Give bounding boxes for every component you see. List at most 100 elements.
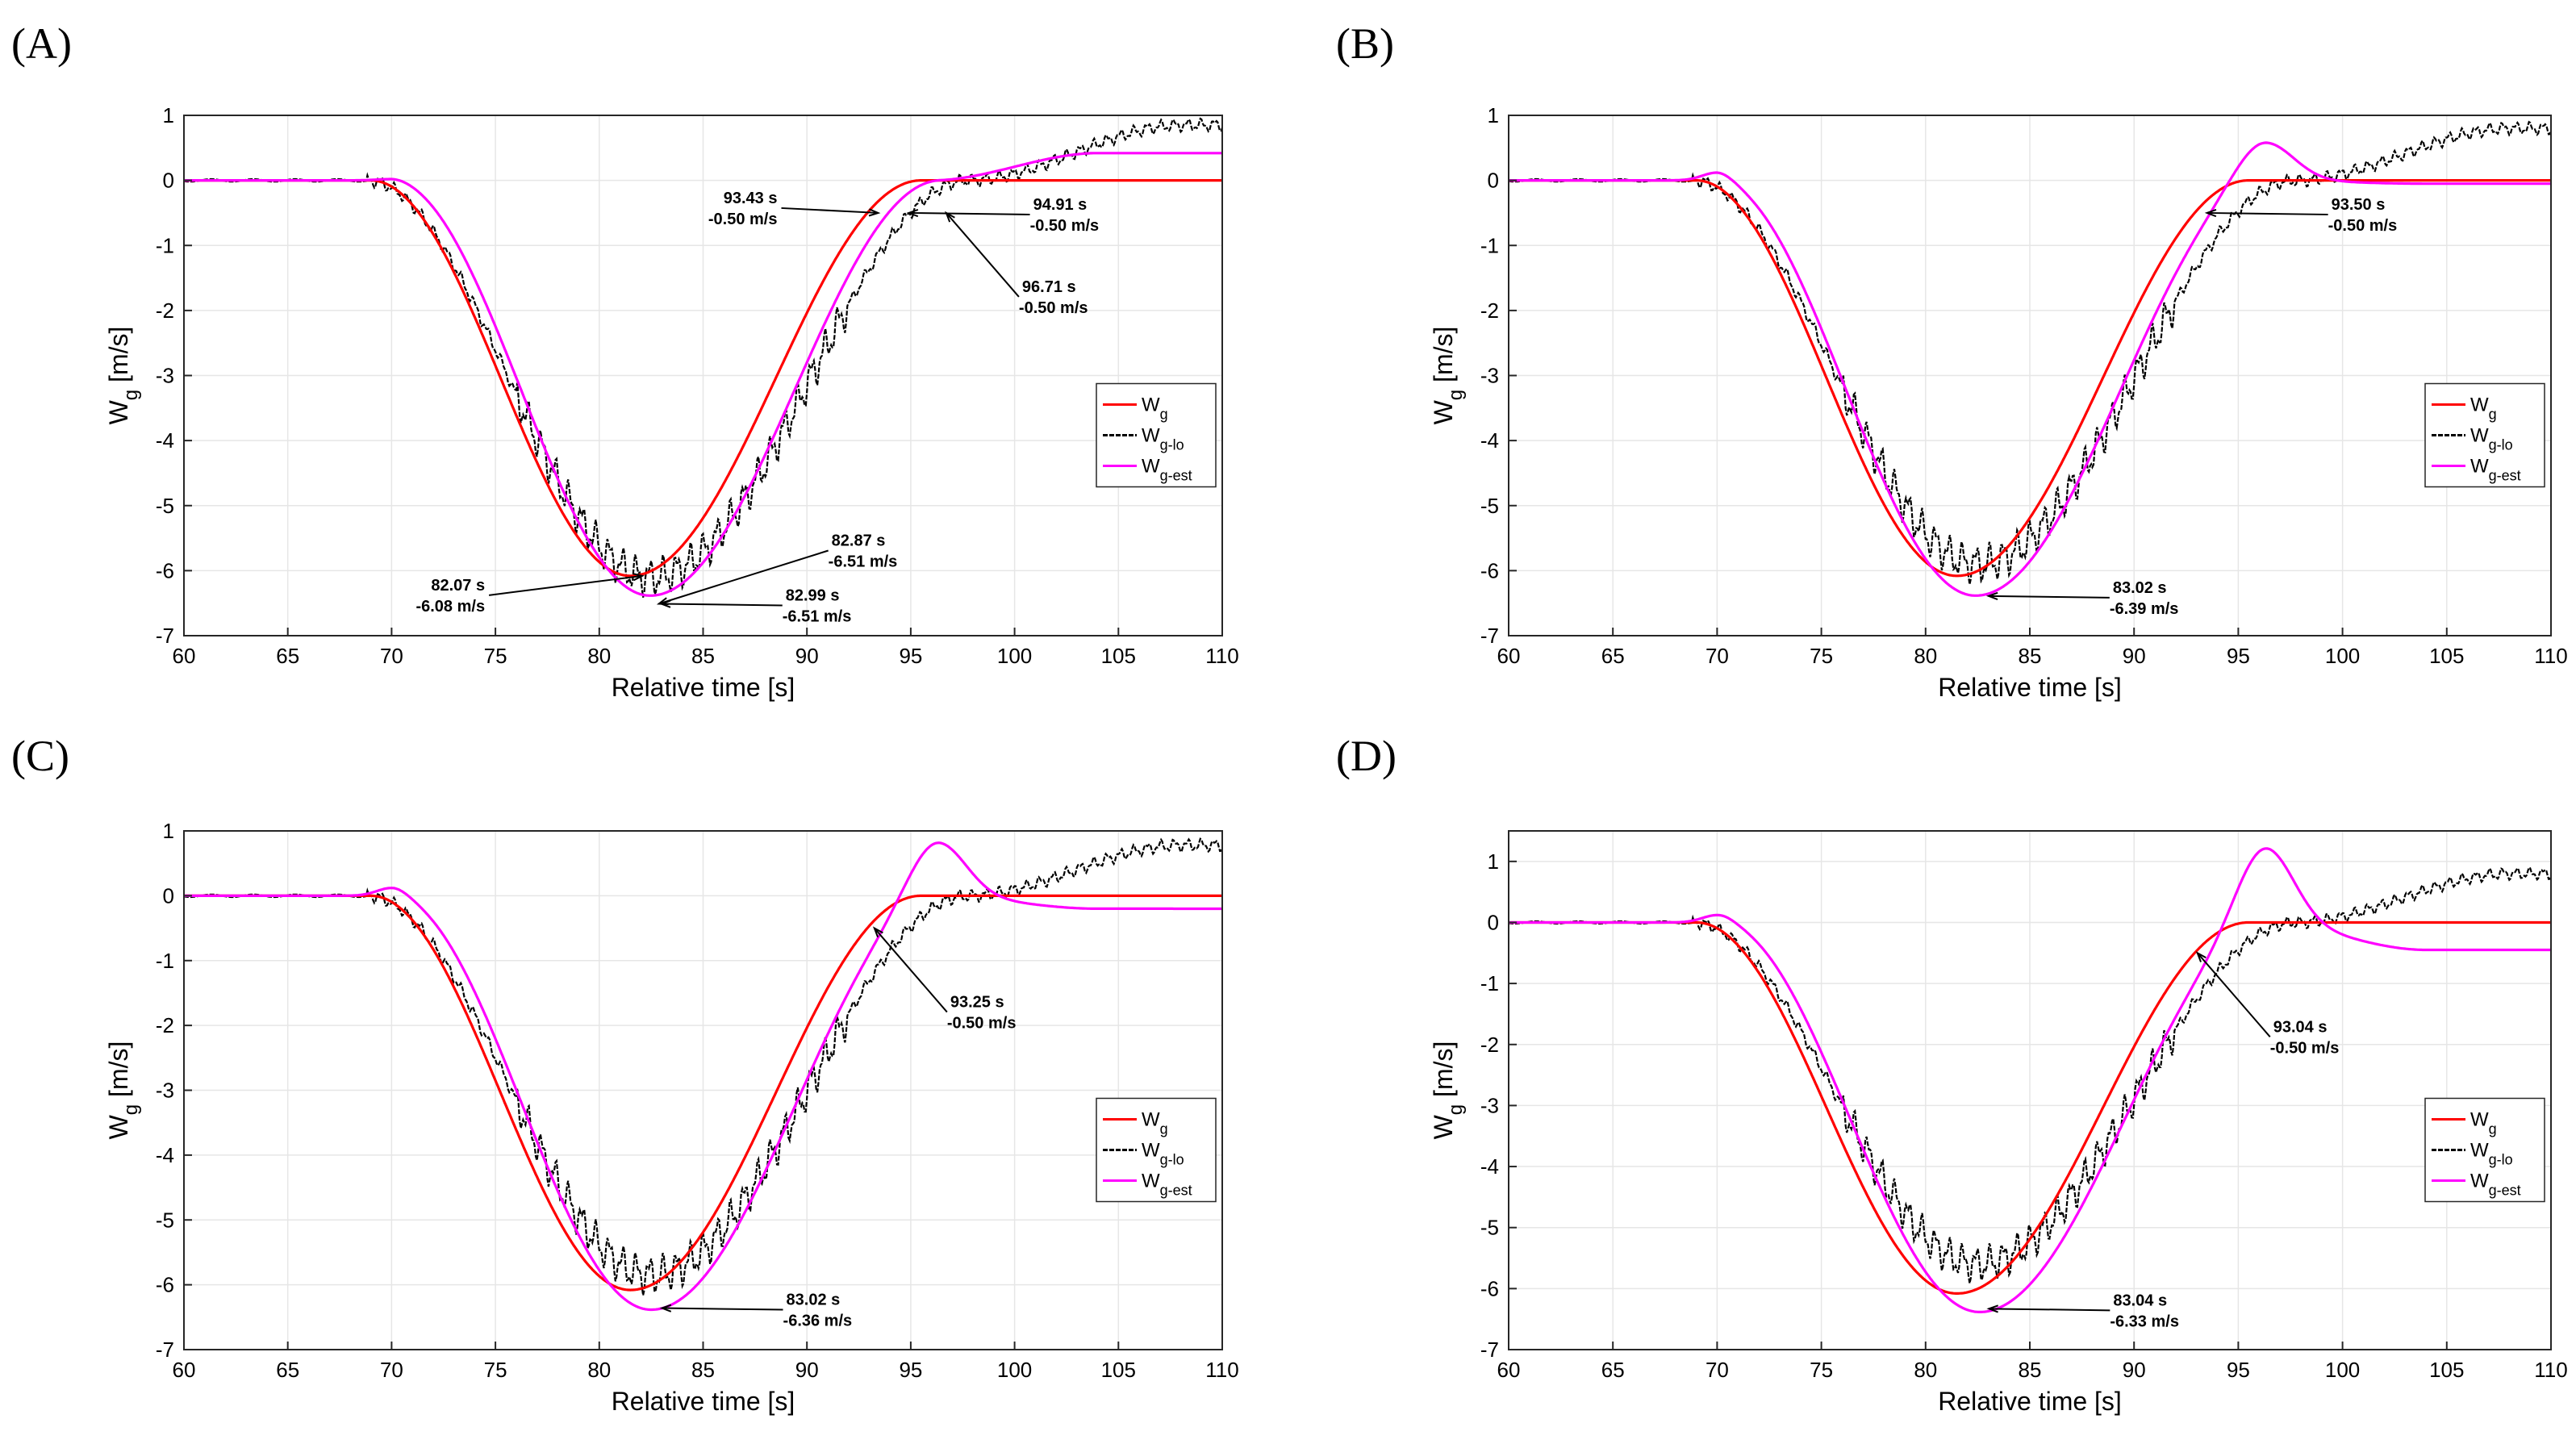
annotation-value: -0.50 m/s xyxy=(1019,299,1088,317)
chart-panel-1: (A) 60 65 70 75 80 85 90 95 100 105 110 1 0 -1 -2 -3 -4 -5… xyxy=(11,19,1239,702)
y-tick-label: -3 xyxy=(156,364,174,388)
annotation-arrow-head xyxy=(906,209,919,218)
y-tick-label: -4 xyxy=(1480,1154,1499,1179)
chart-panel-3: (C) 60 65 70 75 80 85 90 95 100 105 110 1 0 -1 -2 -3 -4 -5… xyxy=(11,732,1239,1416)
annotation-arrow-head xyxy=(1986,1304,1999,1313)
annotation-arrow-line xyxy=(2196,952,2271,1037)
y-tick-label: 0 xyxy=(1488,910,1499,934)
x-tick-label: 85 xyxy=(2019,644,2042,668)
chart-panel-4: (D) 60 65 70 75 80 85 90 95 100 105 110 1 0 -1 -2 -3 -4 -5… xyxy=(1336,732,2568,1416)
y-tick-label: 1 xyxy=(163,819,174,843)
y-tick-label: -2 xyxy=(1480,298,1499,323)
x-tick-label: 100 xyxy=(2325,1358,2360,1382)
y-tick-label: -4 xyxy=(156,428,174,453)
annotation-time: 82.07 s xyxy=(431,577,485,595)
x-tick-label: 60 xyxy=(173,644,196,668)
y-tick-label: -7 xyxy=(1480,624,1499,648)
annotation-arrow-line xyxy=(488,574,643,596)
chart-panel-2: (B) 60 65 70 75 80 85 90 95 100 105 110 1 0 -1 -2 -3 -4 -5… xyxy=(1336,19,2568,702)
y-tick-label: -7 xyxy=(156,624,174,648)
x-axis-label: Relative time [s] xyxy=(612,673,795,702)
x-tick-label: 105 xyxy=(2429,644,2464,668)
y-tick-label: 0 xyxy=(163,169,174,193)
annotation-arrow-line xyxy=(781,207,879,214)
annotation-time: 93.04 s xyxy=(2273,1018,2328,1036)
legend-label: Wg-est xyxy=(1142,1171,1192,1199)
y-tick-label: -1 xyxy=(156,233,174,257)
y-tick-label: -5 xyxy=(1480,494,1499,518)
annotation-arrow-head xyxy=(2195,951,2207,962)
annotation-time: 96.71 s xyxy=(1022,278,1076,296)
annotation-value: -6.33 m/s xyxy=(2110,1313,2179,1330)
x-tick-label: 70 xyxy=(1706,644,1729,668)
x-tick-label: 110 xyxy=(1205,644,1238,668)
x-tick-label: 105 xyxy=(2429,1358,2464,1382)
y-tick-label: -2 xyxy=(1480,1033,1499,1057)
legend-label: Wg-lo xyxy=(2470,425,2513,453)
x-tick-label: 90 xyxy=(2123,644,2146,668)
annotation-arrow-head xyxy=(2204,209,2217,218)
series-wg-est-line xyxy=(1509,847,2551,1313)
legend-label: Wg xyxy=(2470,1109,2497,1137)
annotation-value: -6.08 m/s xyxy=(415,598,485,616)
x-tick-label: 100 xyxy=(997,1358,1032,1382)
x-tick-label: 95 xyxy=(899,1358,922,1382)
annotation-value: -6.36 m/s xyxy=(783,1313,853,1330)
y-tick-label: -3 xyxy=(1480,1093,1499,1117)
legend-label: Wg-lo xyxy=(1142,1140,1184,1168)
annotation-time: 82.99 s xyxy=(786,586,840,604)
annotation-value: -0.50 m/s xyxy=(2270,1039,2340,1057)
x-tick-label: 80 xyxy=(587,1358,611,1382)
annotation-value: -6.51 m/s xyxy=(829,553,898,570)
y-tick-label: -1 xyxy=(1480,971,1499,995)
x-tick-label: 70 xyxy=(1706,1358,1729,1382)
x-tick-label: 90 xyxy=(2123,1358,2146,1382)
x-tick-label: 80 xyxy=(587,644,611,668)
panel-label: (D) xyxy=(1336,732,1397,780)
panel-label: (C) xyxy=(11,732,69,780)
x-tick-label: 70 xyxy=(380,1358,403,1382)
x-tick-label: 60 xyxy=(1497,1358,1521,1382)
annotation-arrow-line xyxy=(2207,211,2328,215)
series-wg-est-line xyxy=(184,841,1222,1312)
x-tick-label: 110 xyxy=(2534,1358,2567,1382)
x-tick-label: 70 xyxy=(380,644,403,668)
x-tick-label: 90 xyxy=(795,1358,819,1382)
y-tick-label: -4 xyxy=(156,1143,174,1167)
annotation-arrow-line xyxy=(1988,595,2110,599)
annotation-value: -0.50 m/s xyxy=(1030,217,1100,235)
annotation-value: -0.50 m/s xyxy=(708,211,778,228)
y-tick-label: -7 xyxy=(156,1338,174,1362)
y-axis-label: Wg [m/s] xyxy=(1429,1041,1467,1140)
legend-label: Wg-est xyxy=(1142,456,1192,484)
y-tick-label: -5 xyxy=(156,1208,174,1232)
x-tick-label: 100 xyxy=(997,644,1032,668)
annotation-arrow-line xyxy=(661,603,783,607)
annotation-arrow-head xyxy=(1985,591,1998,601)
annotation-arrow-line xyxy=(908,211,1030,215)
panel-label: (A) xyxy=(11,19,72,68)
annotation-time: 93.25 s xyxy=(950,994,1004,1012)
annotation-time: 83.02 s xyxy=(2113,579,2167,597)
annotation-arrow-line xyxy=(946,212,1020,298)
y-tick-label: -5 xyxy=(156,494,174,518)
annotation-time: 83.02 s xyxy=(787,1292,841,1309)
x-tick-label: 95 xyxy=(2227,1358,2250,1382)
y-tick-label: -7 xyxy=(1480,1338,1499,1362)
legend-label: Wg-est xyxy=(2470,1171,2521,1199)
y-axis-label: Wg [m/s] xyxy=(104,327,142,425)
annotation-time: 83.04 s xyxy=(2113,1292,2167,1309)
annotation-arrow-head xyxy=(658,599,671,608)
legend-label: Wg xyxy=(1142,1109,1168,1137)
x-tick-label: 105 xyxy=(1101,644,1136,668)
x-tick-label: 75 xyxy=(1810,644,1833,668)
annotation-time: 93.50 s xyxy=(2332,196,2386,214)
legend-label: Wg-lo xyxy=(1142,425,1184,453)
y-tick-label: -6 xyxy=(1480,1276,1499,1300)
x-tick-label: 75 xyxy=(484,1358,507,1382)
x-tick-label: 95 xyxy=(899,644,922,668)
x-tick-label: 85 xyxy=(2019,1358,2042,1382)
annotation-arrow-line xyxy=(1989,1308,2110,1312)
annotation-arrow-head xyxy=(633,573,645,582)
